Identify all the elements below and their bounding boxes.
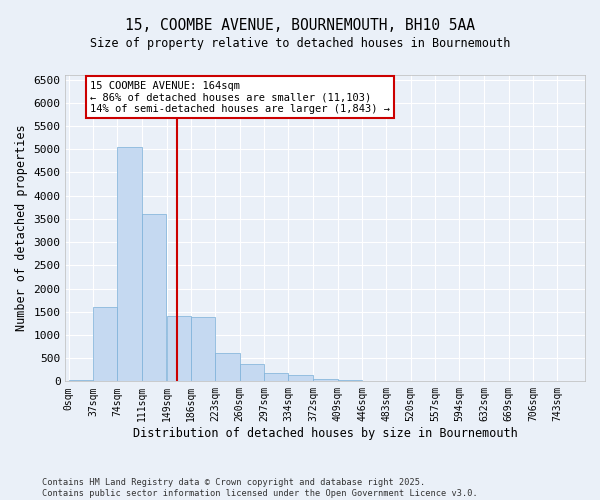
Bar: [215, 352, 240, 382]
Bar: [313, 378, 338, 382]
Bar: [338, 380, 362, 382]
Bar: [289, 376, 313, 382]
Bar: [264, 373, 289, 382]
Bar: [240, 364, 264, 382]
Bar: [118, 147, 142, 382]
Text: Contains HM Land Registry data © Crown copyright and database right 2025.
Contai: Contains HM Land Registry data © Crown c…: [42, 478, 478, 498]
Text: Size of property relative to detached houses in Bournemouth: Size of property relative to detached ho…: [90, 38, 510, 51]
Y-axis label: Number of detached properties: Number of detached properties: [15, 125, 28, 332]
Bar: [93, 307, 118, 382]
X-axis label: Distribution of detached houses by size in Bournemouth: Distribution of detached houses by size …: [133, 427, 518, 440]
Bar: [69, 380, 93, 382]
Text: 15 COOMBE AVENUE: 164sqm
← 86% of detached houses are smaller (11,103)
14% of se: 15 COOMBE AVENUE: 164sqm ← 86% of detach…: [90, 80, 390, 114]
Bar: [191, 318, 215, 382]
Text: 15, COOMBE AVENUE, BOURNEMOUTH, BH10 5AA: 15, COOMBE AVENUE, BOURNEMOUTH, BH10 5AA: [125, 18, 475, 32]
Bar: [142, 214, 166, 382]
Bar: [167, 316, 191, 382]
